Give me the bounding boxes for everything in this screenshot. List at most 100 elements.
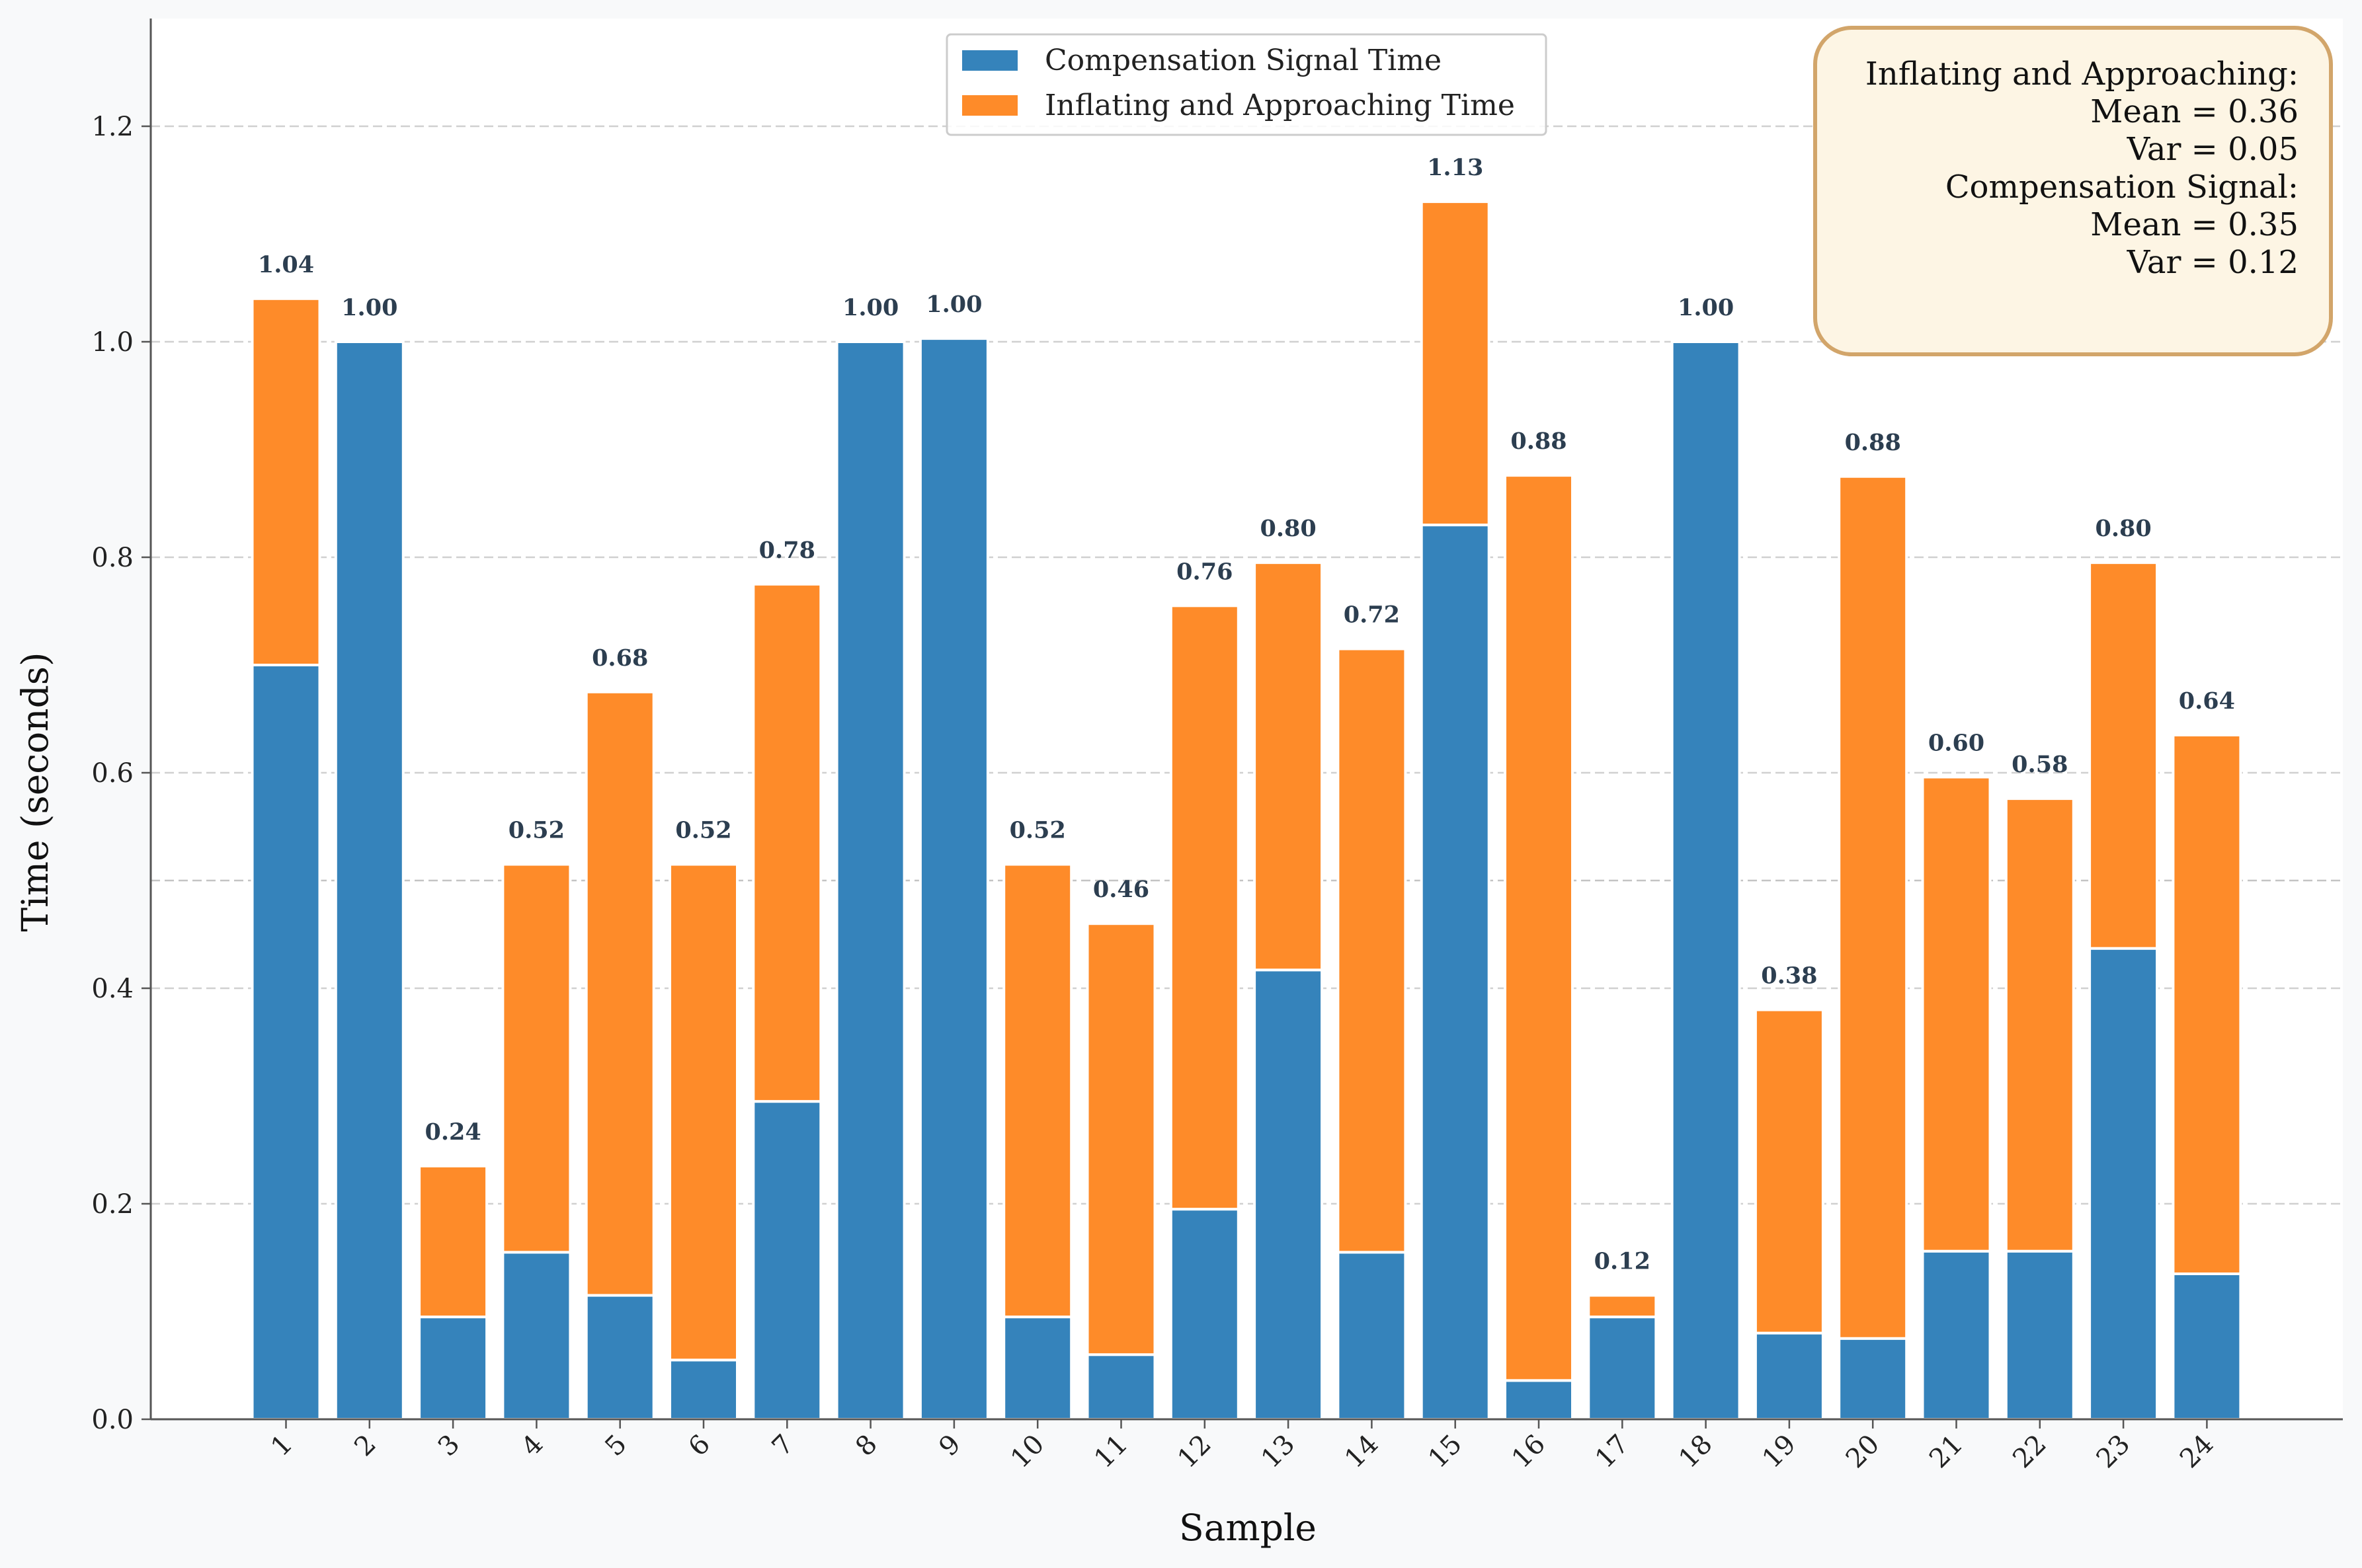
bar-total-label: 0.88 [1845,429,1901,456]
bar-total-label: 0.12 [1594,1248,1650,1275]
x-tick-label: 4 [516,1429,550,1463]
bar-total-label: 0.38 [1761,962,1817,990]
bar-compensation [334,340,405,1421]
x-tick-label: 17 [1590,1429,1635,1475]
x-tick-label: 9 [933,1429,967,1463]
legend: Compensation Signal Time Inflating and A… [946,33,1547,136]
stats-box-frame [1813,26,2333,356]
x-tick-label: 10 [1005,1429,1051,1475]
bar-total-label: 0.60 [1928,730,1984,757]
stats-line-6: Var = 0.12 [2127,244,2299,281]
bar-inflating [1587,1294,1658,1319]
bar-inflating [1420,200,1490,527]
y-tick-label: 0.4 [91,974,134,1004]
bar-inflating [585,690,655,1297]
bar-total-label: 0.78 [759,537,815,564]
bar-inflating [251,297,321,666]
y-tick-label: 1.0 [91,327,134,358]
bar-compensation [752,1100,823,1421]
x-tick-label: 3 [432,1429,466,1463]
bar-compensation [251,664,321,1421]
bar-inflating [1336,647,1407,1254]
bar-compensation [2172,1272,2242,1421]
bar-total-label: 0.58 [2012,751,2068,778]
bar-total-label: 0.52 [509,817,565,844]
bar-compensation [1253,968,1324,1421]
bar-total-label: 1.00 [842,294,899,321]
legend-swatch-inflating [962,95,1018,116]
bar-inflating [669,863,739,1362]
stats-line-5: Mean = 0.35 [2090,206,2299,243]
bar-total-label: 0.76 [1176,558,1233,585]
bars-layer [251,200,2242,1421]
bar-inflating [1086,922,1157,1356]
y-tick-label: 0.2 [91,1189,134,1220]
bar-compensation [1754,1331,1824,1421]
x-tick-label: 15 [1422,1429,1468,1475]
x-tick-label: 19 [1756,1429,1802,1475]
bar-total-label: 1.13 [1427,154,1483,181]
legend-label-compensation: Compensation Signal Time [1045,44,1442,77]
bar-inflating [1921,775,1992,1253]
bar-compensation [1504,1379,1574,1421]
x-tick-label: 13 [1256,1429,1301,1475]
legend-frame [946,33,1547,136]
bar-compensation [1002,1315,1073,1421]
bar-compensation [585,1294,655,1421]
stats-line-3: Var = 0.05 [2127,131,2299,168]
x-tick-label: 18 [1673,1429,1719,1475]
stats-line-2: Mean = 0.36 [2090,93,2299,130]
x-tick-label: 14 [1339,1429,1385,1475]
y-tick-label: 0.8 [91,543,134,573]
bar-total-label: 0.46 [1093,876,1149,903]
bar-inflating [1253,561,1324,972]
bar-total-label: 0.80 [2095,515,2151,542]
x-tick-label: 23 [2091,1429,2137,1475]
x-tick-label: 24 [2174,1429,2220,1475]
bar-inflating [752,582,823,1103]
bar-compensation [835,340,906,1421]
bar-inflating [2172,733,2242,1275]
bar-total-label: 0.88 [1510,428,1567,455]
axes-layer: 0.0 0.2 0.4 0.6 0.8 1.0 1.2 [91,19,2343,1435]
stats-line-4: Compensation Signal: [1945,169,2299,206]
bar-compensation [918,337,989,1421]
bar-inflating [1169,604,1240,1211]
legend-label-inflating: Inflating and Approaching Time [1045,89,1515,122]
bar-total-label: 1.00 [341,294,397,321]
x-tick-label: 11 [1088,1429,1134,1475]
bar-inflating [2004,797,2075,1253]
x-tick-label: 1 [265,1429,299,1463]
x-tick-label: 22 [2007,1429,2053,1475]
bar-total-label: 0.64 [2179,687,2235,715]
bar-total-label: 1.00 [1678,294,1734,321]
bar-total-label: 1.00 [926,291,982,318]
y-tick-label: 1.2 [91,112,134,142]
x-tick-label: 6 [683,1429,717,1463]
bar-compensation [418,1315,489,1421]
stats-line-1: Inflating and Approaching: [1865,56,2299,93]
x-tick-label: 21 [1924,1429,1969,1475]
x-tick-label: 5 [599,1429,633,1463]
x-tick-label: 16 [1506,1429,1552,1475]
bar-compensation [501,1251,572,1421]
bar-total-label: 0.80 [1260,515,1316,542]
x-tick-label: 7 [766,1429,800,1463]
x-tick-label: 8 [850,1429,883,1463]
bar-inflating [2088,561,2159,950]
bar-compensation [1420,524,1490,1421]
bar-compensation [2004,1249,2075,1421]
bar-inflating [501,863,572,1254]
bar-compensation [1838,1337,1908,1421]
x-tick-label: 20 [1840,1429,1886,1475]
x-axis-title: Sample [1179,1507,1317,1549]
y-tick-label: 0.6 [91,758,134,789]
bar-inflating [1002,863,1073,1319]
bar-compensation [669,1358,739,1421]
legend-swatch-compensation [962,50,1018,71]
bar-compensation [1336,1251,1407,1421]
bar-inflating [1754,1008,1824,1335]
y-tick-label: 0.0 [91,1405,134,1435]
x-tick-label: 2 [348,1429,382,1463]
